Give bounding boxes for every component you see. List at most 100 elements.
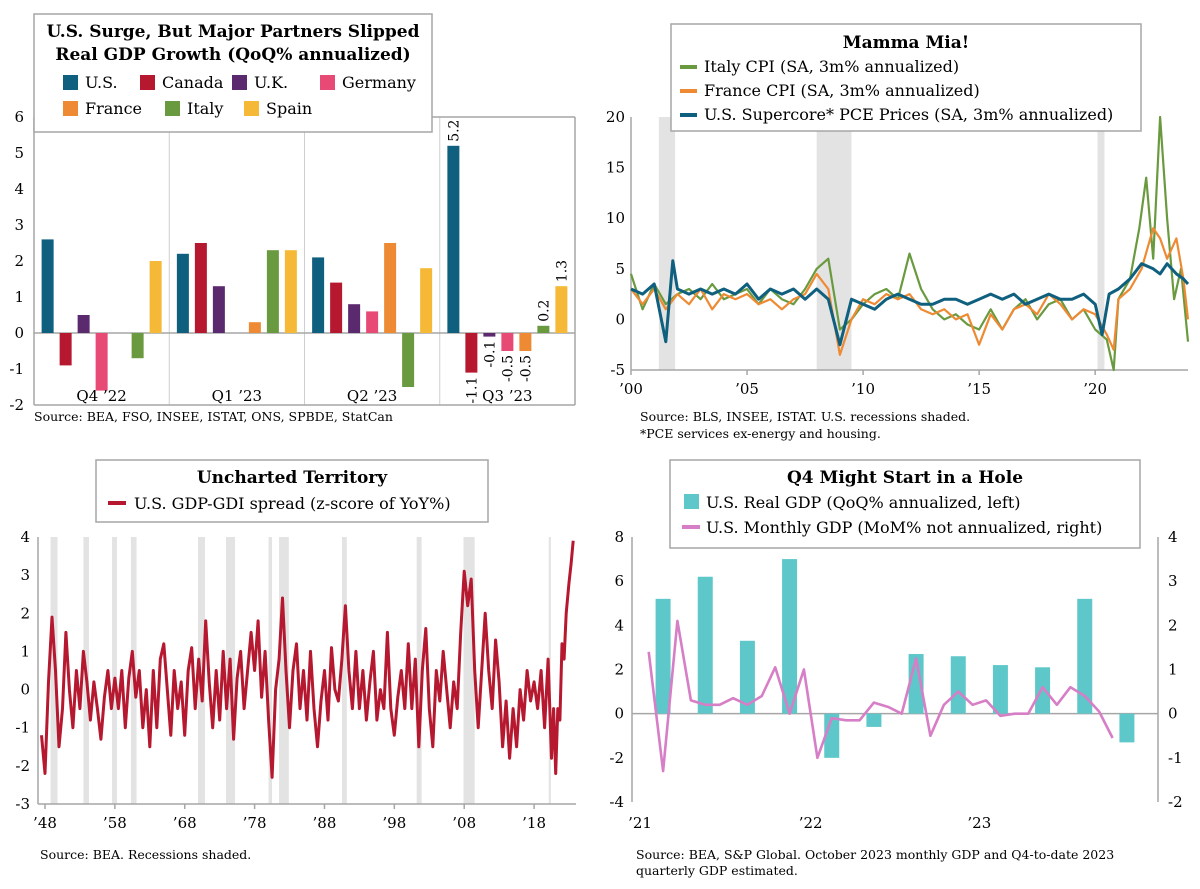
p1-legend-label: U.K. xyxy=(254,73,288,92)
p1-data-label: 5.2 xyxy=(446,120,462,142)
p4-series-line xyxy=(647,619,1114,773)
p1-bar xyxy=(501,333,514,351)
p1-bar xyxy=(131,333,144,359)
p4-legend-label: U.S. Monthly GDP (MoM% not annualized, r… xyxy=(706,518,1102,537)
p4-legend-box xyxy=(669,459,1141,549)
p1-bar xyxy=(537,325,550,333)
p4-line xyxy=(647,619,1114,773)
p4-bar xyxy=(824,713,840,758)
p1-bar xyxy=(483,333,496,337)
p2-x-tick-label: ’00 xyxy=(619,380,643,398)
p1-y-tick-label: 3 xyxy=(14,216,24,234)
p3-y-tick-label: 2 xyxy=(20,604,30,622)
p2-y-tick-label: 0 xyxy=(615,310,625,328)
p2-legend-box xyxy=(670,23,1142,132)
p2-series-line xyxy=(630,227,1190,356)
p4-x-ticks: ’21 ’22 ’23 xyxy=(628,814,991,832)
p2-y-tick-label: 20 xyxy=(606,108,625,126)
p4-source: Source: BEA, S&P Global. October 2023 mo… xyxy=(636,847,1114,862)
p4-right-tick-label: 4 xyxy=(1168,528,1178,546)
p4-legend: U.S. Real GDP (QoQ% annualized, left) U.S… xyxy=(682,493,1102,537)
p1-bar xyxy=(465,333,478,373)
p1-bar xyxy=(447,145,460,333)
p3-lines xyxy=(40,540,575,779)
p1-data-label: 1.3 xyxy=(554,260,570,282)
p1-bar xyxy=(348,304,361,333)
p3-y-tick-label: -3 xyxy=(15,795,30,813)
p1-legend-swatch xyxy=(63,101,78,116)
p1-bar xyxy=(59,333,72,366)
p2-y-tick-label: 10 xyxy=(606,209,625,227)
p4-bars xyxy=(631,537,1159,802)
panel-mamma-mia: 20 15 10 5 0 -5 ’00 ’05 ’10 ’15 ’20 Mamma Mia! It… xyxy=(606,23,1190,441)
p1-bar xyxy=(176,253,189,333)
p1-title: U.S. Surge, But Major Partners Slipped xyxy=(47,22,420,42)
p2-y-ticks: 20 15 10 5 0 -5 xyxy=(606,108,625,379)
p3-x-tick-label: ’58 xyxy=(103,814,127,832)
p1-data-label: -0.1 xyxy=(482,341,498,368)
p1-legend-swatch xyxy=(320,75,335,90)
p3-x-ticks: ’48 ’58 ’68 ’78 ’88 ’98 ’08 ’18 xyxy=(33,804,546,832)
p3-recession-band xyxy=(112,537,117,804)
p4-left-tick-label: -4 xyxy=(609,793,624,811)
p2-lines xyxy=(629,115,1190,372)
p1-source: Source: BEA, FSO, INSEE, ISTAT, ONS, SPB… xyxy=(34,409,393,424)
p3-recession-band xyxy=(268,537,273,804)
p1-legend-swatch xyxy=(165,101,180,116)
p1-data-label: -0.5 xyxy=(518,355,534,382)
p4-right-tick-label: -1 xyxy=(1168,749,1183,767)
p3-recession-band xyxy=(341,537,347,804)
p4-legend-swatch xyxy=(684,494,699,509)
p2-x-tick-label: ’15 xyxy=(967,380,991,398)
p1-legend-label: Italy xyxy=(187,99,223,118)
p3-x-tick-label: ’18 xyxy=(522,814,546,832)
p3-x-tick-label: ’68 xyxy=(173,814,197,832)
p1-legend-swatch xyxy=(140,75,155,90)
p1-bar xyxy=(95,333,108,391)
p3-y-tick-label: 4 xyxy=(20,528,30,546)
p3-y-tick-label: 0 xyxy=(20,681,30,699)
p1-x-ticks: Q4 ’22 Q1 ’23 Q2 ’23 Q3 ’23 xyxy=(76,387,532,405)
p1-legend-label: Canada xyxy=(162,73,224,92)
p4-left-tick-label: 0 xyxy=(614,705,624,723)
panel-q4-hole: 8 6 4 2 0 -2 -4 4 3 2 1 0 -1 -2 ’21 ’22 ’23 Q4 Might St… xyxy=(609,459,1183,878)
p1-legend-label: Germany xyxy=(342,73,416,92)
p3-legend: U.S. GDP-GDI spread (z-score of YoY%) xyxy=(108,494,451,513)
p4-bar xyxy=(950,656,966,714)
p3-y-tick-label: 1 xyxy=(20,642,30,660)
p1-bar xyxy=(212,286,225,333)
p3-legend-box xyxy=(95,459,489,523)
p1-y-tick-label: 4 xyxy=(14,180,24,198)
p3-series-line xyxy=(40,540,575,779)
p1-y-tick-label: 1 xyxy=(14,288,24,306)
p3-recession-band xyxy=(279,537,289,804)
p1-legend-swatch xyxy=(244,101,259,116)
p1-legend-box xyxy=(33,13,433,133)
p2-source: Source: BLS, INSEE, ISTAT. U.S. recessio… xyxy=(640,409,970,424)
p3-title: Uncharted Territory xyxy=(197,468,388,488)
p1-data-label: -1.1 xyxy=(464,377,480,404)
p1-y-tick-label: -1 xyxy=(9,360,24,378)
p1-bar xyxy=(555,286,568,333)
p1-y-tick-label: 5 xyxy=(14,144,24,162)
p4-left-tick-label: 2 xyxy=(614,661,624,679)
p4-bar xyxy=(992,665,1008,714)
p4-right-tick-label: 1 xyxy=(1168,661,1178,679)
p3-y-tick-label: -1 xyxy=(15,719,30,737)
p3-y-ticks: 4 3 2 1 0 -1 -2 -3 xyxy=(15,528,30,813)
p4-bar xyxy=(697,576,713,714)
p2-legend-label: U.S. Supercore* PCE Prices (SA, 3m% annu… xyxy=(704,105,1113,124)
p3-y-tick-label: 3 xyxy=(20,566,30,584)
p2-legend-label: Italy CPI (SA, 3m% annualized) xyxy=(704,57,959,76)
p4-left-tick-label: 6 xyxy=(614,572,624,590)
p4-legend-label: U.S. Real GDP (QoQ% annualized, left) xyxy=(706,493,1021,512)
p1-subtitle: Real GDP Growth (QoQ% annualized) xyxy=(55,45,410,65)
p4-x-tick-label: ’22 xyxy=(799,814,823,832)
p4-x-tick-label: ’21 xyxy=(628,814,652,832)
p4-title: Q4 Might Start in a Hole xyxy=(787,468,1023,488)
p1-bar xyxy=(194,243,207,333)
p4-y-ticks: 8 6 4 2 0 -2 -4 4 3 2 1 0 -1 -2 xyxy=(609,528,1182,811)
p3-legend-label: U.S. GDP-GDI spread (z-score of YoY%) xyxy=(134,494,451,513)
